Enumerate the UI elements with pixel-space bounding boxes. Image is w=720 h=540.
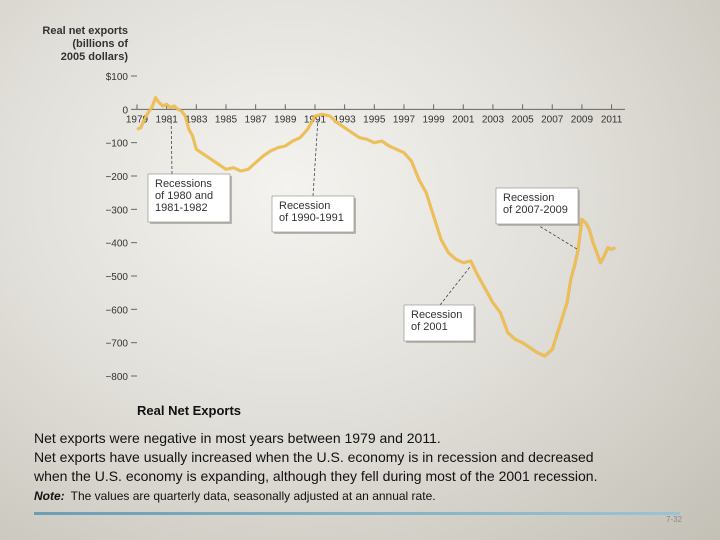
series-line — [136, 96, 616, 358]
x-axis: 1979 1981 1983 1985 1987 1989 1991 1993 1995 1997… — [126, 104, 625, 125]
y-tick-label: −800 — [105, 372, 128, 383]
annotation-text: Recession — [503, 192, 554, 204]
annotation-text: 1981-1982 — [155, 202, 208, 214]
y-tick-label: −500 — [105, 272, 128, 283]
x-tick-label: 2003 — [482, 114, 505, 125]
x-tick-label: 2007 — [541, 114, 564, 125]
x-tick-label: 1987 — [245, 114, 268, 125]
note-text: The values are quarterly data, seasonall… — [70, 489, 436, 503]
y-tick-label: −300 — [105, 205, 128, 216]
annotation-box — [147, 173, 231, 223]
x-tick-label: 1995 — [363, 114, 386, 125]
caption-line-1: Net exports were negative in most years … — [34, 430, 441, 446]
annotation-text: of 2007-2009 — [503, 204, 568, 216]
annotation-text: of 2001 — [411, 321, 448, 333]
annotation-text: Recessions — [155, 178, 212, 190]
annotation-leader-line — [312, 119, 319, 197]
y-axis-label-line: 2005 dollars) — [61, 51, 129, 63]
annotation-box — [271, 195, 355, 233]
x-tick-label: 1979 — [126, 114, 149, 125]
annotation-leader-line — [439, 265, 472, 306]
y-tick-label: −200 — [105, 172, 128, 183]
x-tick-label: 2011 — [601, 114, 623, 125]
annotation-text: of 1990-1991 — [279, 212, 344, 224]
x-tick-label: 1989 — [274, 114, 297, 125]
x-tick-label: 1983 — [185, 114, 208, 125]
caption-line-3: when the U.S. economy is expanding, alth… — [34, 468, 598, 484]
series-line-shadow — [136, 96, 616, 358]
y-tick-label: −600 — [105, 305, 128, 316]
y-tick-label: −700 — [105, 339, 128, 350]
annotation-text: Recession — [411, 309, 462, 321]
page-number: 7-32 — [666, 515, 683, 524]
x-tick-label: 1991 — [304, 114, 327, 125]
y-tick-label: $100 — [106, 72, 129, 83]
x-tick-label: 1981 — [156, 114, 179, 125]
series-group — [136, 96, 616, 358]
annotation-box — [403, 304, 475, 342]
annotation-leader-line — [170, 117, 173, 175]
y-tick-label: −100 — [105, 139, 128, 150]
y-axis-label-line: Real net exports — [42, 25, 128, 37]
x-tick-label: 2009 — [571, 114, 594, 125]
x-tick-label: 1997 — [393, 114, 416, 125]
y-tick-label: −400 — [105, 239, 128, 250]
y-axis-label-line: (billions of — [72, 38, 128, 50]
annotation-text: of 1980 and — [155, 190, 213, 202]
annotation-text: Recession — [279, 200, 330, 212]
x-tick-label: 1985 — [215, 114, 238, 125]
x-tick-label: 2001 — [452, 114, 475, 125]
figure-title: Real Net Exports — [137, 403, 242, 418]
annotation-leader-line — [535, 223, 578, 250]
caption-line-2: Net exports have usually increased when … — [34, 449, 594, 465]
y-axis: $100 0 −100 −200 −300 −400 −500 −600 −700 −800 — [105, 72, 137, 383]
annotation-box — [495, 187, 579, 225]
note: Note: The values are quarterly data, seas… — [34, 489, 704, 503]
note-label: Note: — [34, 489, 65, 503]
x-tick-label: 1999 — [422, 114, 445, 125]
y-tick-label: 0 — [122, 105, 128, 116]
bottom-bar — [34, 512, 680, 515]
x-tick-label: 1993 — [334, 114, 357, 125]
x-tick-label: 2005 — [511, 114, 534, 125]
